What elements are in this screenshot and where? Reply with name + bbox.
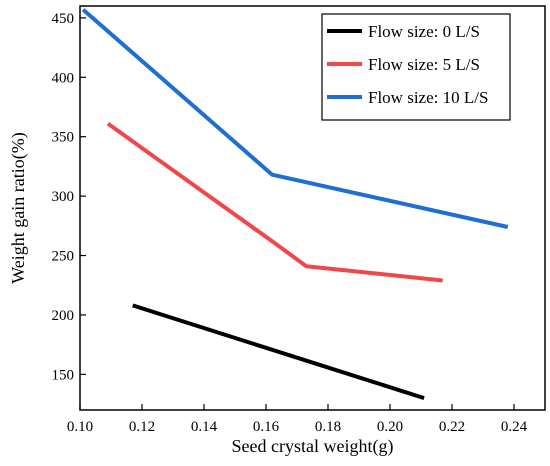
x-tick-label: 0.18 — [315, 419, 341, 435]
legend-label-2: Flow size: 10 L/S — [368, 88, 488, 107]
legend: Flow size: 0 L/S Flow size: 5 L/S Flow siz… — [321, 13, 511, 121]
y-tick-label: 300 — [52, 189, 75, 205]
plot-area — [79, 5, 546, 411]
y-tick-label: 150 — [52, 367, 75, 383]
x-tick-label: 0.20 — [377, 419, 403, 435]
legend-label-0: Flow size: 0 L/S — [368, 22, 480, 41]
plot-frame — [79, 5, 546, 411]
x-tick-label: 0.10 — [67, 419, 93, 435]
y-tick-label: 450 — [52, 11, 75, 27]
y-axis-label: Weight gain ratio(%) — [8, 132, 29, 284]
series-line-0 — [132, 303, 425, 401]
series-lines — [81, 8, 509, 401]
x-axis-label: Seed crystal weight(g) — [232, 436, 394, 457]
y-tick-label: 350 — [52, 130, 75, 146]
x-axis-ticks: 0.10 0.12 0.14 0.16 0.18 0.20 0.22 0.24 — [67, 404, 528, 435]
series-line-1 — [106, 121, 443, 283]
series-line-2 — [81, 8, 509, 229]
y-tick-label: 250 — [52, 249, 75, 265]
x-tick-label: 0.16 — [253, 419, 280, 435]
y-tick-label: 200 — [52, 308, 75, 324]
x-tick-label: 0.12 — [129, 419, 155, 435]
x-tick-label: 0.24 — [501, 419, 528, 435]
y-axis-ticks: 150 200 250 300 350 400 450 — [52, 11, 86, 383]
x-tick-label: 0.14 — [191, 419, 218, 435]
x-tick-label: 0.22 — [439, 419, 465, 435]
legend-label-1: Flow size: 5 L/S — [368, 55, 480, 74]
y-tick-label: 400 — [52, 70, 75, 86]
